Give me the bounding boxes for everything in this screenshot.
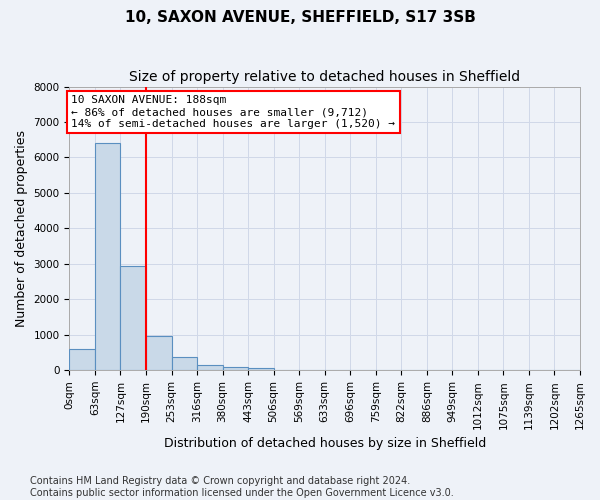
Text: 10 SAXON AVENUE: 188sqm
← 86% of detached houses are smaller (9,712)
14% of semi: 10 SAXON AVENUE: 188sqm ← 86% of detache…: [71, 96, 395, 128]
Bar: [146, 336, 172, 370]
Bar: [197, 365, 223, 370]
Bar: [121, 266, 146, 370]
Y-axis label: Number of detached properties: Number of detached properties: [15, 130, 28, 327]
Bar: [248, 368, 274, 370]
X-axis label: Distribution of detached houses by size in Sheffield: Distribution of detached houses by size …: [164, 437, 486, 450]
Text: 10, SAXON AVENUE, SHEFFIELD, S17 3SB: 10, SAXON AVENUE, SHEFFIELD, S17 3SB: [125, 10, 475, 25]
Bar: [70, 349, 95, 370]
Bar: [95, 144, 121, 370]
Bar: [223, 368, 248, 370]
Title: Size of property relative to detached houses in Sheffield: Size of property relative to detached ho…: [129, 70, 520, 84]
Text: Contains HM Land Registry data © Crown copyright and database right 2024.
Contai: Contains HM Land Registry data © Crown c…: [30, 476, 454, 498]
Bar: [172, 358, 197, 370]
